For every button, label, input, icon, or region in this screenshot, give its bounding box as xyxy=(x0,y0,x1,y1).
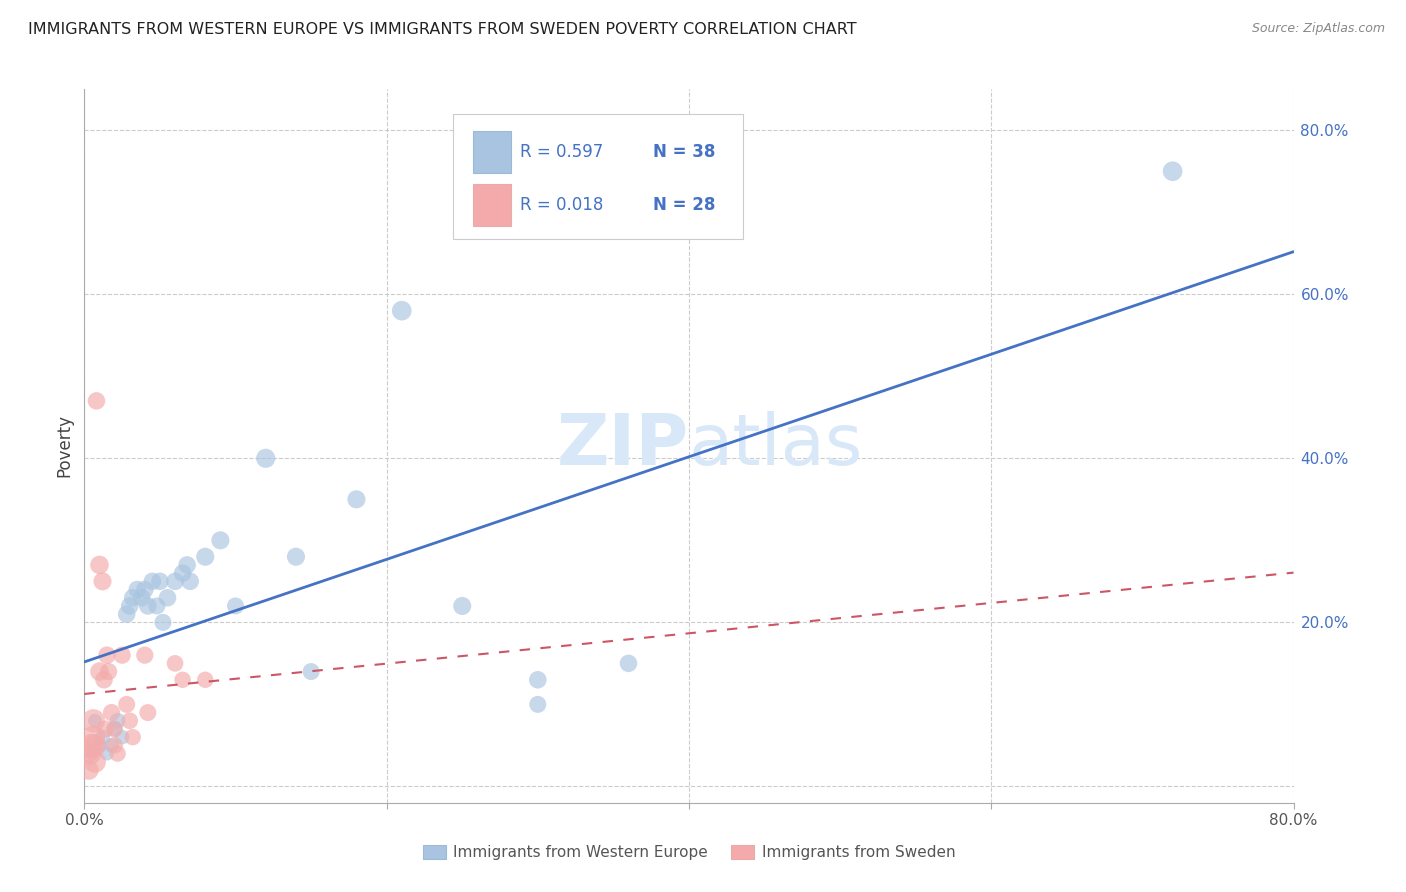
Point xyxy=(527,673,550,687)
Point xyxy=(176,558,198,572)
Point xyxy=(115,698,138,712)
Text: R = 0.597: R = 0.597 xyxy=(520,143,603,161)
Point xyxy=(134,582,156,597)
Point xyxy=(127,582,149,597)
Point xyxy=(93,673,115,687)
Point xyxy=(89,558,111,572)
Point xyxy=(131,591,153,605)
Point xyxy=(104,722,127,736)
Point xyxy=(136,706,159,720)
Point xyxy=(84,739,107,753)
Point xyxy=(225,599,247,613)
Point xyxy=(156,591,179,605)
Point xyxy=(118,714,141,728)
Point xyxy=(527,698,550,712)
Point xyxy=(89,665,111,679)
Point xyxy=(146,599,169,613)
Legend: Immigrants from Western Europe, Immigrants from Sweden: Immigrants from Western Europe, Immigran… xyxy=(416,839,962,866)
Text: N = 28: N = 28 xyxy=(652,196,716,214)
Point xyxy=(97,665,120,679)
Point xyxy=(172,673,194,687)
Text: N = 38: N = 38 xyxy=(652,143,716,161)
Point xyxy=(149,574,172,589)
Point xyxy=(451,599,474,613)
Text: atlas: atlas xyxy=(689,411,863,481)
Text: ZIP: ZIP xyxy=(557,411,689,481)
Point xyxy=(194,673,217,687)
Point xyxy=(165,574,187,589)
Point xyxy=(80,739,103,753)
Point xyxy=(104,722,127,736)
Point xyxy=(134,648,156,662)
FancyBboxPatch shape xyxy=(472,184,512,227)
Point xyxy=(136,599,159,613)
FancyBboxPatch shape xyxy=(472,130,512,173)
Point xyxy=(111,730,134,744)
Point xyxy=(172,566,194,581)
FancyBboxPatch shape xyxy=(453,114,744,239)
Point xyxy=(254,451,277,466)
Point xyxy=(391,303,413,318)
Point xyxy=(96,648,118,662)
Point xyxy=(107,747,129,761)
Text: Source: ZipAtlas.com: Source: ZipAtlas.com xyxy=(1251,22,1385,36)
Point xyxy=(100,739,122,753)
Point xyxy=(79,747,101,761)
Point xyxy=(1161,164,1184,178)
Point xyxy=(100,706,122,720)
Y-axis label: Poverty: Poverty xyxy=(55,415,73,477)
Point xyxy=(121,591,143,605)
Point xyxy=(89,739,111,753)
Point xyxy=(617,657,640,671)
Point xyxy=(165,657,187,671)
Point xyxy=(152,615,174,630)
Point xyxy=(179,574,201,589)
Point xyxy=(141,574,163,589)
Text: R = 0.018: R = 0.018 xyxy=(520,196,603,214)
Point xyxy=(209,533,232,548)
Point xyxy=(80,747,103,761)
Point xyxy=(115,607,138,622)
Point xyxy=(86,393,108,408)
Point xyxy=(121,730,143,744)
Text: IMMIGRANTS FROM WESTERN EUROPE VS IMMIGRANTS FROM SWEDEN POVERTY CORRELATION CHA: IMMIGRANTS FROM WESTERN EUROPE VS IMMIGR… xyxy=(28,22,856,37)
Point xyxy=(91,730,114,744)
Point xyxy=(82,714,104,728)
Point xyxy=(84,755,107,769)
Point xyxy=(77,763,100,777)
Point xyxy=(104,739,127,753)
Point xyxy=(194,549,217,564)
Point xyxy=(299,665,322,679)
Point xyxy=(96,747,118,761)
Point xyxy=(118,599,141,613)
Point xyxy=(285,549,308,564)
Point xyxy=(111,648,134,662)
Point xyxy=(94,722,117,736)
Point xyxy=(91,574,114,589)
Point xyxy=(346,492,368,507)
Point xyxy=(107,714,129,728)
Point xyxy=(82,730,104,744)
Point xyxy=(84,714,107,728)
